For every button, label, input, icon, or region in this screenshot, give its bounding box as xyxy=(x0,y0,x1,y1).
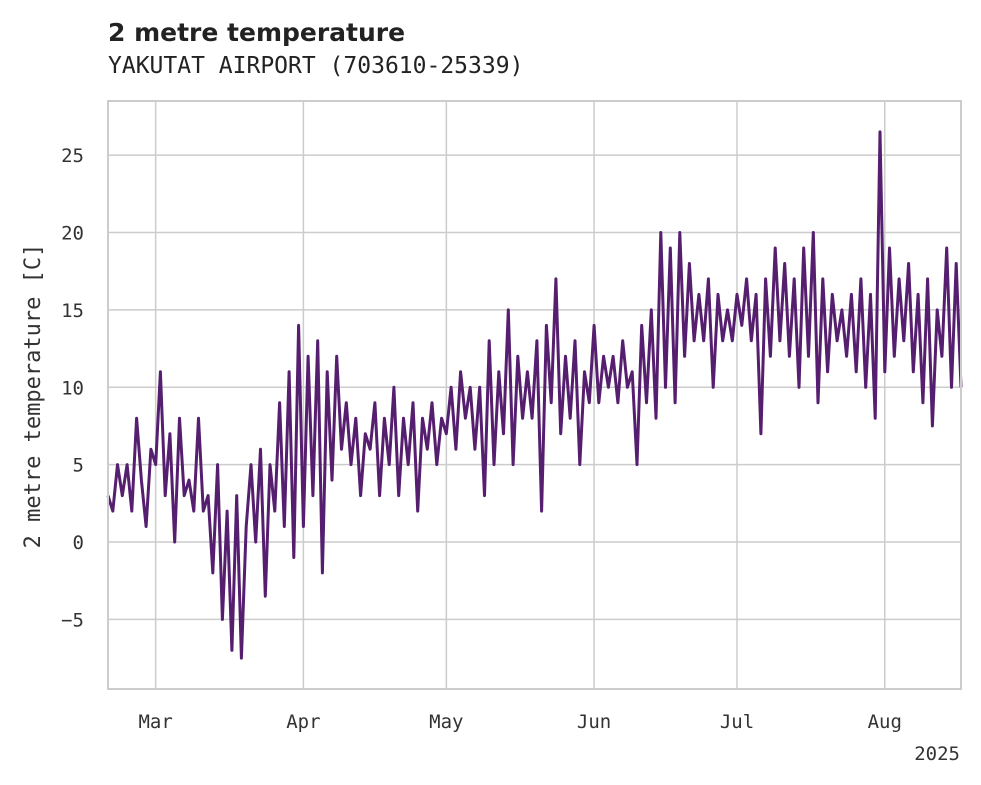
x-offset-label: 2025 xyxy=(914,743,960,765)
x-tick-label: Jul xyxy=(720,711,754,733)
y-tick-label: 25 xyxy=(61,145,84,167)
x-tick-label: Jun xyxy=(577,711,611,733)
chart-subtitle: YAKUTAT AIRPORT (703610-25339) xyxy=(108,53,523,79)
y-tick-label: 15 xyxy=(61,300,84,322)
y-tick-label: 0 xyxy=(73,532,84,554)
x-tick-label: Apr xyxy=(286,711,320,733)
plot-frame xyxy=(107,100,962,690)
y-tick-label: −5 xyxy=(61,609,84,631)
y-axis-label: 2 metre temperature [C] xyxy=(21,244,46,549)
tick-layer: −5 0 5 10 15 20 25 Mar Apr May Jun Jul Aug xyxy=(61,145,902,733)
series-layer xyxy=(106,130,963,660)
y-tick-label: 10 xyxy=(61,377,84,399)
y-tick-label: 5 xyxy=(73,455,84,477)
chart-title: 2 metre temperature xyxy=(108,18,405,47)
temperature-series-line xyxy=(106,130,963,660)
y-tick-label: 20 xyxy=(61,223,84,245)
x-tick-label: Aug xyxy=(868,711,902,733)
x-tick-label: May xyxy=(429,711,463,733)
x-tick-label: Mar xyxy=(138,711,172,733)
